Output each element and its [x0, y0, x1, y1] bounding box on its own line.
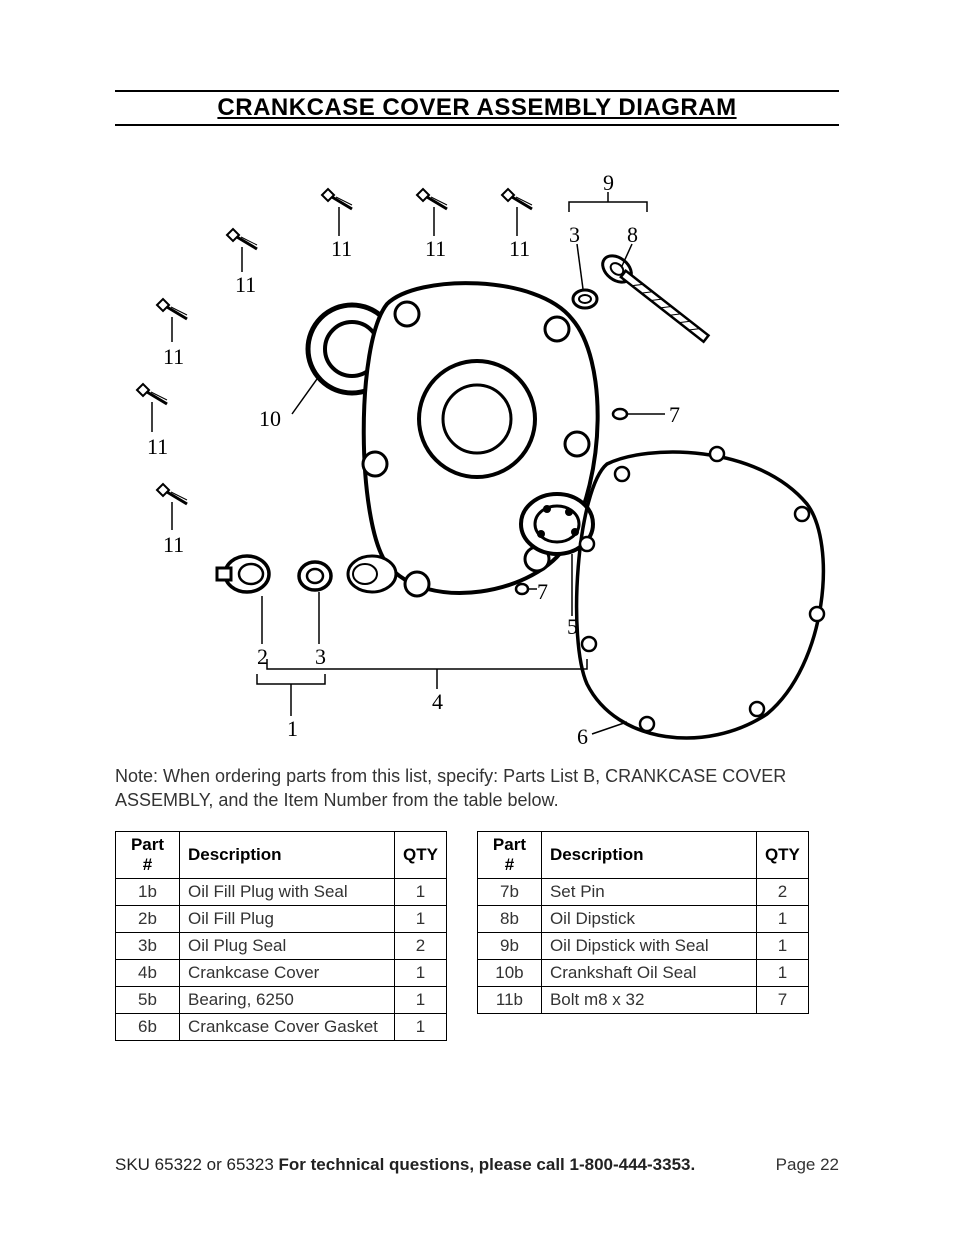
- callout-11: 11: [147, 434, 168, 460]
- callout-4: 4: [432, 689, 443, 715]
- callout-7: 7: [537, 579, 548, 605]
- cell-part: 8b: [477, 905, 541, 932]
- cell-part: 7b: [477, 878, 541, 905]
- cell-part: 11b: [477, 986, 541, 1013]
- cell-part: 4b: [116, 959, 180, 986]
- tbody-left: 1bOil Fill Plug with Seal12bOil Fill Plu…: [116, 878, 447, 1040]
- cell-desc: Set Pin: [541, 878, 756, 905]
- table-row: 5bBearing, 62501: [116, 986, 447, 1013]
- callout-11: 11: [509, 236, 530, 262]
- cell-part: 3b: [116, 932, 180, 959]
- table-row: 4bCrankcase Cover1: [116, 959, 447, 986]
- footer-sku: SKU 65322 or 65323: [115, 1155, 279, 1174]
- callout-11: 11: [163, 344, 184, 370]
- th-part: Part #: [477, 831, 541, 878]
- callout-11: 11: [331, 236, 352, 262]
- table-row: 8bOil Dipstick1: [477, 905, 808, 932]
- table-row: 7bSet Pin2: [477, 878, 808, 905]
- table-row: 1bOil Fill Plug with Seal1: [116, 878, 447, 905]
- cell-part: 5b: [116, 986, 180, 1013]
- cell-qty: 2: [756, 878, 808, 905]
- callout-5: 5: [567, 614, 578, 640]
- callout-2: 2: [257, 644, 268, 670]
- assembly-diagram: 11 11 11 11 11 11 11 10 2 3 1 4 5 6 7 7 …: [117, 144, 837, 744]
- cell-qty: 1: [756, 959, 808, 986]
- cell-part: 9b: [477, 932, 541, 959]
- cell-desc: Bearing, 6250: [180, 986, 395, 1013]
- cell-qty: 2: [395, 932, 447, 959]
- tbody-right: 7bSet Pin28bOil Dipstick19bOil Dipstick …: [477, 878, 808, 1013]
- cell-part: 2b: [116, 905, 180, 932]
- cell-qty: 1: [756, 905, 808, 932]
- callout-3: 3: [315, 644, 326, 670]
- cell-desc: Oil Fill Plug: [180, 905, 395, 932]
- cell-qty: 1: [756, 932, 808, 959]
- cell-qty: 7: [756, 986, 808, 1013]
- page-number: Page 22: [776, 1155, 839, 1175]
- cell-part: 10b: [477, 959, 541, 986]
- cell-qty: 1: [395, 986, 447, 1013]
- callout-8: 8: [627, 222, 638, 248]
- table-row: 3bOil Plug Seal2: [116, 932, 447, 959]
- callout-10: 10: [259, 406, 281, 432]
- cell-qty: 1: [395, 1013, 447, 1040]
- callout-11: 11: [235, 272, 256, 298]
- cell-desc: Bolt m8 x 32: [541, 986, 756, 1013]
- th-qty: QTY: [395, 831, 447, 878]
- page-footer: SKU 65322 or 65323 For technical questio…: [115, 1155, 839, 1175]
- title-bar: CRANKCASE COVER ASSEMBLY DIAGRAM: [115, 90, 839, 126]
- callout-1: 1: [287, 716, 298, 742]
- parts-tables: Part # Description QTY 1bOil Fill Plug w…: [115, 831, 839, 1041]
- th-desc: Description: [541, 831, 756, 878]
- callout-11: 11: [425, 236, 446, 262]
- cell-desc: Oil Dipstick with Seal: [541, 932, 756, 959]
- table-row: 2bOil Fill Plug1: [116, 905, 447, 932]
- cell-part: 6b: [116, 1013, 180, 1040]
- th-part: Part #: [116, 831, 180, 878]
- callout-9: 9: [603, 170, 614, 196]
- cell-desc: Crankcase Cover Gasket: [180, 1013, 395, 1040]
- callout-6: 6: [577, 724, 588, 750]
- table-row: 10bCrankshaft Oil Seal1: [477, 959, 808, 986]
- table-row: 9bOil Dipstick with Seal1: [477, 932, 808, 959]
- cell-qty: 1: [395, 878, 447, 905]
- cell-part: 1b: [116, 878, 180, 905]
- cell-desc: Oil Fill Plug with Seal: [180, 878, 395, 905]
- page-title: CRANKCASE COVER ASSEMBLY DIAGRAM: [115, 94, 839, 122]
- table-row: 6bCrankcase Cover Gasket1: [116, 1013, 447, 1040]
- footer-phone: For technical questions, please call 1-8…: [279, 1155, 696, 1174]
- cell-desc: Crankshaft Oil Seal: [541, 959, 756, 986]
- parts-table-left: Part # Description QTY 1bOil Fill Plug w…: [115, 831, 447, 1041]
- ordering-note: Note: When ordering parts from this list…: [115, 764, 839, 813]
- cell-desc: Oil Dipstick: [541, 905, 756, 932]
- cell-qty: 1: [395, 905, 447, 932]
- cell-desc: Crankcase Cover: [180, 959, 395, 986]
- table-row: 11bBolt m8 x 327: [477, 986, 808, 1013]
- cell-desc: Oil Plug Seal: [180, 932, 395, 959]
- cell-qty: 1: [395, 959, 447, 986]
- callout-7: 7: [669, 402, 680, 428]
- th-desc: Description: [180, 831, 395, 878]
- th-qty: QTY: [756, 831, 808, 878]
- callout-11: 11: [163, 532, 184, 558]
- callout-3: 3: [569, 222, 580, 248]
- diagram-svg: [117, 144, 837, 744]
- parts-table-right: Part # Description QTY 7bSet Pin28bOil D…: [477, 831, 809, 1014]
